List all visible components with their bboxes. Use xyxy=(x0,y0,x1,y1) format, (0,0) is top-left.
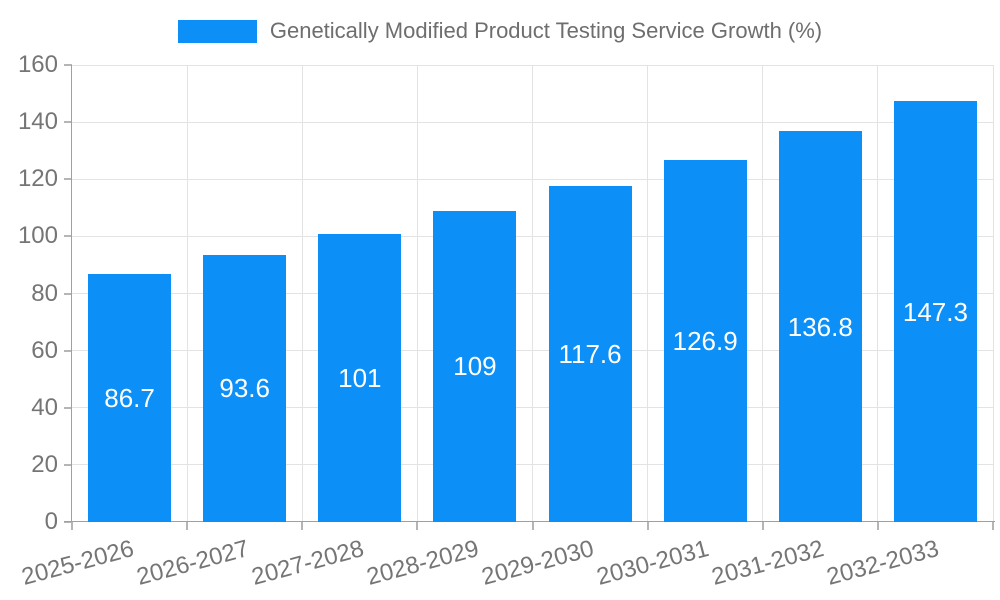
y-tick-label: 80 xyxy=(31,279,58,307)
bar-value-label: 136.8 xyxy=(787,311,853,342)
bar-value-label: 93.6 xyxy=(219,373,270,404)
y-tick-label: 0 xyxy=(44,508,58,535)
x-axis-tick xyxy=(301,522,304,530)
gridline-vertical xyxy=(301,65,303,522)
gridline-vertical xyxy=(992,65,994,522)
y-axis-tick xyxy=(64,349,72,352)
bar[interactable] xyxy=(778,131,862,522)
legend: Genetically Modified Product Testing Ser… xyxy=(0,19,1000,43)
bar[interactable] xyxy=(893,101,977,522)
bar-value-label: 101 xyxy=(338,362,382,393)
x-axis-tick xyxy=(416,522,419,530)
bar-value-label: 86.7 xyxy=(104,383,155,414)
y-axis-line xyxy=(70,65,72,522)
x-axis-tick xyxy=(761,522,764,530)
y-tick-label: 160 xyxy=(17,51,58,78)
bar-value-label: 109 xyxy=(453,351,497,382)
y-tick-label: 140 xyxy=(17,108,58,136)
x-axis-tick xyxy=(992,522,994,530)
x-axis-tick xyxy=(646,522,649,530)
gridline-vertical xyxy=(877,65,879,522)
y-axis-tick xyxy=(64,178,72,181)
y-tick-label: 60 xyxy=(31,336,58,364)
bar[interactable] xyxy=(548,186,632,522)
y-axis-tick xyxy=(64,64,72,66)
x-axis-line xyxy=(64,520,995,522)
y-axis-tick xyxy=(64,292,72,295)
y-tick-label: 20 xyxy=(31,450,58,478)
x-axis-tick xyxy=(876,522,879,530)
bar-value-label: 147.3 xyxy=(902,296,968,327)
x-axis-tick xyxy=(186,522,189,530)
x-axis-tick xyxy=(71,522,73,530)
legend-item[interactable]: Genetically Modified Product Testing Ser… xyxy=(177,18,823,43)
bar-value-label: 126.9 xyxy=(672,325,738,356)
gridline-vertical xyxy=(762,65,764,522)
gridline-vertical xyxy=(416,65,418,522)
bar[interactable] xyxy=(433,210,517,522)
y-axis-tick xyxy=(64,521,72,523)
y-tick-label: 40 xyxy=(31,393,58,421)
legend-swatch-icon xyxy=(177,19,257,43)
bar[interactable] xyxy=(318,233,402,522)
x-axis-tick xyxy=(531,522,534,530)
y-axis-tick xyxy=(64,121,72,124)
legend-label: Genetically Modified Product Testing Ser… xyxy=(269,18,823,43)
y-tick-label: 100 xyxy=(17,222,58,250)
gridline-vertical xyxy=(532,65,533,522)
y-axis-tick xyxy=(64,235,72,238)
y-axis-tick xyxy=(64,463,72,466)
y-axis-tick xyxy=(64,406,72,409)
bar-value-label: 117.6 xyxy=(558,339,622,370)
bar[interactable] xyxy=(663,159,747,522)
bar[interactable] xyxy=(203,254,287,522)
y-tick-label: 120 xyxy=(17,165,58,193)
gridline-vertical xyxy=(647,65,649,522)
bar[interactable] xyxy=(88,274,172,522)
gridline-vertical xyxy=(186,65,188,522)
